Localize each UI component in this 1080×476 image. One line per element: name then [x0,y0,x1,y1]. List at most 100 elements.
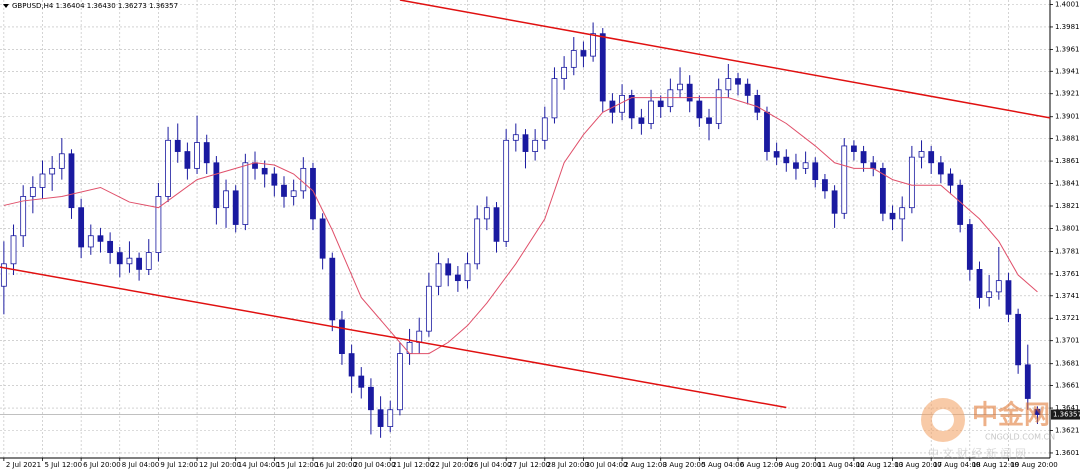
x-tick-label: 11 Aug 04:00 [817,461,864,469]
y-tick-label: 1.38015 [1055,224,1080,232]
moving-average [3,97,1038,355]
x-tick-label: 30 Jul 04:00 [585,461,627,469]
x-tick-label: 27 Jul 12:00 [508,461,550,469]
x-tick-label: 19 Aug 20:00 [1010,461,1057,469]
candle-body [899,207,906,220]
candle-body [831,190,838,214]
candle-body [213,162,220,209]
candle-body [541,117,548,141]
x-tick-label: 8 Jul 04:00 [122,461,160,469]
candle-body [58,153,65,169]
x-tick-label: 28 Jul 20:00 [547,461,589,469]
candle-body [0,263,7,287]
candle-body [889,212,896,220]
candle-body [860,151,867,164]
y-tick-label: 1.37610 [1055,270,1080,278]
candle-body [802,162,809,169]
candle-body [783,156,790,164]
candle-body [570,50,577,68]
candle-body [87,235,94,248]
x-tick-label: 13 Aug 20:00 [895,461,942,469]
candle-body [522,134,529,152]
candle-body [97,235,104,242]
x-tick-label: 12 Jul 20:00 [199,461,241,469]
candle-body [754,95,761,113]
candle-body [628,95,635,119]
candle-body [203,142,210,164]
candle-body [174,139,181,152]
candle-body [387,409,394,427]
candle-body [348,353,355,377]
candle-body [242,162,249,225]
candle-body [812,162,819,181]
title-arrow [3,4,9,8]
y-tick-label: 1.38215 [1055,202,1080,210]
candle-body [68,153,75,209]
x-tick-label: 15 Jul 12:00 [276,461,318,469]
x-tick-label: 16 Jul 20:00 [315,461,357,469]
candle-body [155,196,162,253]
y-tick-label: 1.39010 [1055,113,1080,121]
candle-body [551,78,558,119]
candle-body [590,33,597,57]
candle-body [10,235,17,265]
y-tick-label: 1.37015 [1055,337,1080,345]
candle-body [995,280,1002,293]
candle-body [136,257,142,270]
y-tick-label: 1.36615 [1055,382,1080,390]
candle-body [310,167,316,220]
candle-body [947,173,954,186]
x-tick-label: 6 Aug 12:00 [740,461,783,469]
y-tick-label: 1.36015 [1055,449,1080,457]
y-tick-label: 1.36810 [1055,360,1080,368]
candle-body [184,151,191,169]
candle-body [735,78,741,85]
x-tick-label: 2 Jul 2021 [6,461,41,469]
candle-body [232,190,239,225]
y-tick-label: 1.36415 [1055,404,1080,412]
candle-body [822,179,828,192]
y-tick-label: 1.40010 [1055,0,1080,8]
watermark-domain: CNGOLD.COM.CN [985,433,1055,442]
x-tick-label: 21 Jul 12:00 [392,461,434,469]
candle-body [319,218,326,259]
candle-body [223,190,229,209]
candle-body [657,100,664,108]
candle-body [483,207,490,220]
candle-body [715,89,722,124]
x-tick-label: 2 Aug 12:00 [624,461,667,469]
candle-body [445,263,452,276]
candle-body [416,330,423,343]
candle-body [368,386,374,411]
candle-body [937,162,944,175]
candle-body [706,117,712,124]
y-tick-label: 1.39610 [1055,45,1080,53]
current-price-box [1051,409,1080,420]
candle-body [851,145,857,152]
candle-body [918,151,925,158]
candle-body [49,167,56,175]
candle-body [725,78,732,91]
candle-body [116,252,123,265]
candle-body [397,353,403,411]
y-tick-label: 1.36215 [1055,426,1080,434]
y-tick-label: 1.38415 [1055,180,1080,188]
watermark-slogan: 中 文 财 经 新 闻 网 [928,446,1026,460]
candle-body [986,291,993,298]
trend-line [399,0,1051,119]
candle-body [793,162,799,169]
candle-body [966,224,973,270]
x-tick-label: 14 Jul 04:00 [238,461,280,469]
candle-body [29,187,36,197]
candle-body [493,207,500,242]
candle-body [841,145,848,214]
candle-body [1024,364,1031,399]
candle-body [107,240,114,253]
candle-body [435,263,442,287]
candle-body [503,139,510,242]
x-tick-label: 20 Jul 04:00 [354,461,396,469]
y-tick-label: 1.37810 [1055,247,1080,255]
candle-body [261,167,268,175]
candle-body [1015,313,1022,366]
candle-body [39,173,46,188]
